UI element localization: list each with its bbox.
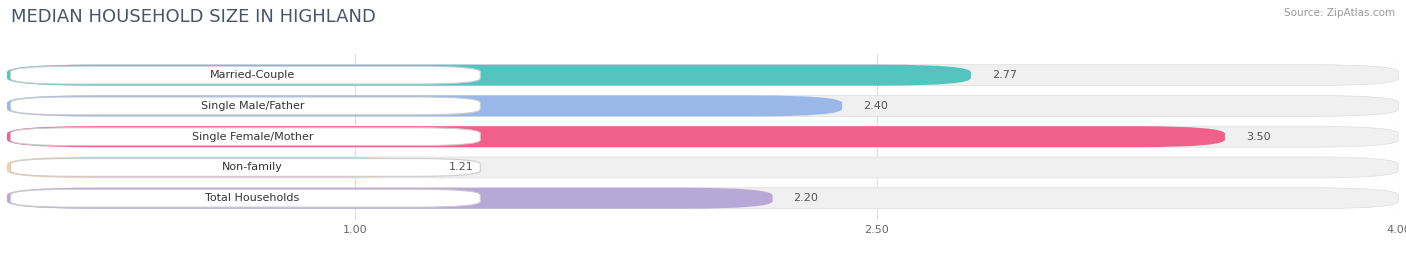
FancyBboxPatch shape bbox=[7, 65, 972, 85]
Text: 2.77: 2.77 bbox=[991, 70, 1017, 80]
FancyBboxPatch shape bbox=[7, 95, 1399, 116]
FancyBboxPatch shape bbox=[7, 157, 1399, 178]
Text: 3.50: 3.50 bbox=[1246, 132, 1271, 142]
Text: Married-Couple: Married-Couple bbox=[209, 70, 295, 80]
FancyBboxPatch shape bbox=[10, 189, 481, 207]
FancyBboxPatch shape bbox=[10, 66, 481, 84]
Text: Non-family: Non-family bbox=[222, 162, 283, 172]
Text: Single Male/Father: Single Male/Father bbox=[201, 101, 304, 111]
FancyBboxPatch shape bbox=[7, 188, 1399, 209]
Text: Single Female/Mother: Single Female/Mother bbox=[191, 132, 314, 142]
Text: 2.40: 2.40 bbox=[863, 101, 889, 111]
Text: Source: ZipAtlas.com: Source: ZipAtlas.com bbox=[1284, 8, 1395, 18]
FancyBboxPatch shape bbox=[7, 95, 842, 116]
FancyBboxPatch shape bbox=[10, 97, 481, 115]
FancyBboxPatch shape bbox=[7, 126, 1225, 147]
FancyBboxPatch shape bbox=[7, 126, 1399, 147]
FancyBboxPatch shape bbox=[7, 65, 1399, 85]
Text: 1.21: 1.21 bbox=[449, 162, 474, 172]
Text: Total Households: Total Households bbox=[205, 193, 299, 203]
Text: 2.20: 2.20 bbox=[793, 193, 818, 203]
FancyBboxPatch shape bbox=[7, 157, 427, 178]
FancyBboxPatch shape bbox=[10, 159, 481, 176]
Text: MEDIAN HOUSEHOLD SIZE IN HIGHLAND: MEDIAN HOUSEHOLD SIZE IN HIGHLAND bbox=[11, 8, 377, 26]
FancyBboxPatch shape bbox=[10, 128, 481, 146]
FancyBboxPatch shape bbox=[7, 188, 773, 209]
